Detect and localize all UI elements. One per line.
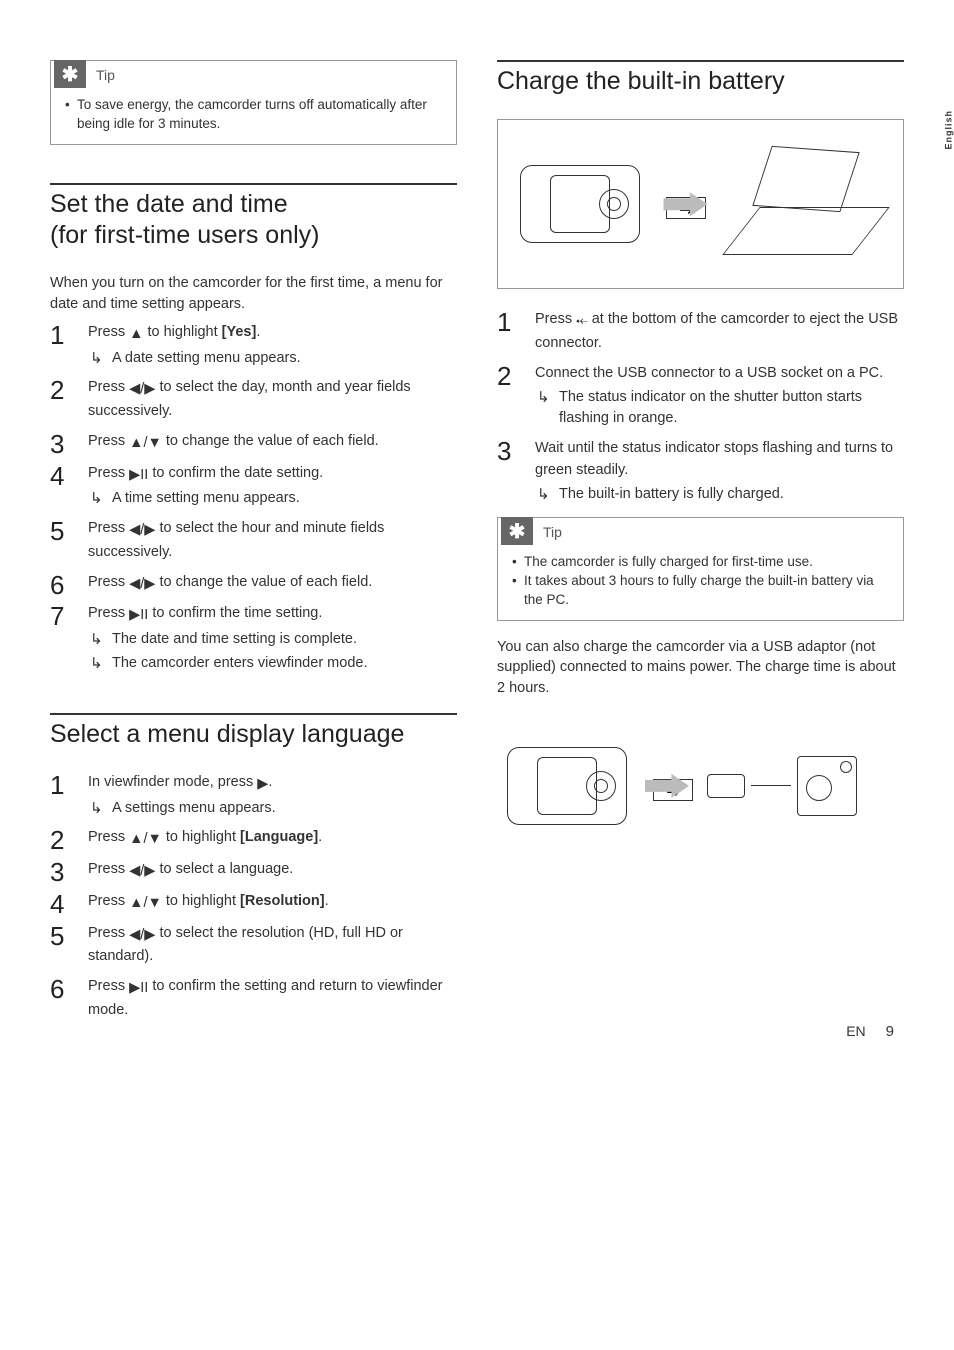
page-number: 9 [886,1023,894,1040]
tip-item: To save energy, the camcorder turns off … [65,96,442,134]
tip-asterisk-icon: ✱ [54,60,86,88]
step-item: Wait until the status indicator stops fl… [497,438,904,505]
language-tab: English [944,110,954,150]
steps-list: Press ⤝ at the bottom of the camcorder t… [497,309,904,505]
result-item: The camcorder enters viewfinder mode. [88,653,457,675]
left-column: ✱ Tip To save energy, the camcorder turn… [50,60,457,1030]
result-item: A time setting menu appears. [88,488,457,510]
tip-item: It takes about 3 hours to fully charge t… [512,572,889,610]
updown-icon: ▲/▼ [129,829,162,851]
step-item: Press ▲ to highlight [Yes].A date settin… [50,322,457,370]
step-item: Press ▶II to confirm the date setting.A … [50,463,457,511]
outro-text: You can also charge the camcorder via a … [497,637,904,698]
section-rule [50,183,457,185]
playpause-icon: ▶II [129,465,148,487]
step-item: Press ▶II to confirm the time setting.Th… [50,603,457,674]
bold-option: [Resolution] [240,893,325,909]
step-item: Press ▲/▼ to change the value of each fi… [50,431,457,455]
section-rule [50,713,457,715]
diagram-usb-laptop: ⇆ [497,119,904,289]
plug-icon [707,774,745,798]
step-item: Press ▲/▼ to highlight [Resolution]. [50,891,457,915]
camcorder-icon [520,165,640,243]
leftright-icon: ◀/▶ [129,574,155,596]
step-item: Press ◀/▶ to select the hour and minute … [50,518,457,564]
updown-icon: ▲/▼ [129,433,162,455]
section-rule [497,60,904,62]
result-item: The built-in battery is fully charged. [535,484,904,506]
section-heading: Set the date and time (for first-time us… [50,189,457,252]
step-item: Press ⤝ at the bottom of the camcorder t… [497,309,904,355]
result-item: The date and time setting is complete. [88,629,457,651]
footer-lang: EN [846,1023,865,1039]
result-item: A settings menu appears. [88,798,457,820]
bold-option: [Yes] [222,324,257,340]
leftright-icon: ◀/▶ [129,861,155,883]
tip-box: ✱ Tip The camcorder is fully charged for… [497,517,904,621]
outlet-icon [797,756,857,816]
updown-icon: ▲/▼ [129,893,162,915]
up-icon: ▲ [129,324,143,346]
step-item: Press ▲/▼ to highlight [Language]. [50,827,457,851]
leftright-icon: ◀/▶ [129,520,155,542]
section-heading: Charge the built-in battery [497,66,904,97]
step-item: Connect the USB connector to a USB socke… [497,363,904,430]
step-item: Press ◀/▶ to select a language. [50,859,457,883]
tip-asterisk-icon: ✱ [501,517,533,545]
step-item: In viewfinder mode, press ▶.A settings m… [50,772,457,820]
result-item: The status indicator on the shutter butt… [535,387,904,431]
playpause-icon: ▶II [129,978,148,1000]
intro-text: When you turn on the camcorder for the f… [50,273,457,314]
tip-label: Tip [96,67,115,83]
right-icon: ▶ [257,774,268,796]
section-heading: Select a menu display language [50,719,457,750]
result-item: A date setting menu appears. [88,348,457,370]
tip-item: The camcorder is fully charged for first… [512,553,889,572]
steps-list: Press ▲ to highlight [Yes].A date settin… [50,322,457,675]
diagram-usb-mains: ⇆ [497,706,904,866]
step-item: Press ▶II to confirm the setting and ret… [50,976,457,1022]
laptop-icon [731,149,881,259]
leftright-icon: ◀/▶ [129,379,155,401]
page-columns: ✱ Tip To save energy, the camcorder turn… [50,60,904,1030]
bold-option: [Language] [240,829,318,845]
step-item: Press ◀/▶ to select the resolution (HD, … [50,923,457,969]
camcorder-icon [507,747,627,825]
eject-icon: ⤝ [576,311,588,333]
tip-box: ✱ Tip To save energy, the camcorder turn… [50,60,457,145]
right-column: Charge the built-in battery ⇆ Press ⤝ at… [497,60,904,1030]
step-item: Press ◀/▶ to select the day, month and y… [50,377,457,423]
step-item: Press ◀/▶ to change the value of each fi… [50,572,457,596]
playpause-icon: ▶II [129,605,148,627]
page-footer: EN 9 [846,1023,894,1040]
tip-label: Tip [543,524,562,540]
steps-list: In viewfinder mode, press ▶.A settings m… [50,772,457,1022]
leftright-icon: ◀/▶ [129,925,155,947]
